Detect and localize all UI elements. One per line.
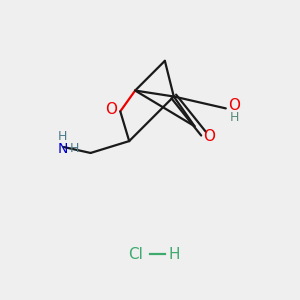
Text: O: O bbox=[105, 102, 117, 117]
Text: H: H bbox=[230, 111, 239, 124]
Text: H: H bbox=[168, 247, 179, 262]
Text: H: H bbox=[69, 142, 79, 155]
Text: Cl: Cl bbox=[128, 247, 142, 262]
Text: N: N bbox=[57, 142, 68, 155]
Text: H: H bbox=[58, 130, 67, 143]
Text: O: O bbox=[203, 129, 215, 144]
Text: O: O bbox=[228, 98, 240, 113]
